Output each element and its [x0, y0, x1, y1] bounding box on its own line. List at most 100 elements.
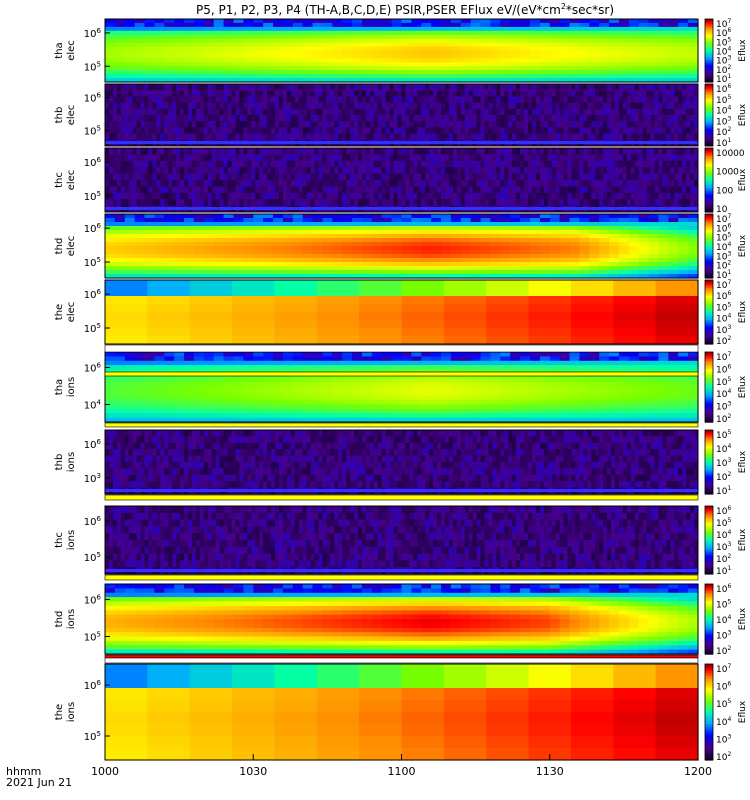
noise-cell: [346, 121, 351, 128]
noise-cell: [247, 133, 252, 141]
heat-cell: [500, 42, 511, 48]
noise-cell: [615, 102, 620, 110]
noise-cell: [168, 199, 173, 206]
noise-cell: [176, 108, 181, 116]
noise-cell: [429, 133, 434, 141]
heat-cell: [579, 246, 590, 251]
noise-cell: [401, 84, 406, 91]
heat-cell: [609, 234, 620, 239]
heat-cell: [490, 218, 501, 223]
heat-cell: [510, 218, 521, 223]
heat-cell: [332, 246, 343, 251]
heat-cell: [569, 46, 580, 52]
noise-cell: [334, 127, 339, 134]
heat-cell: [273, 274, 284, 279]
noise-cell: [555, 102, 561, 110]
noise-cell: [563, 167, 568, 174]
heat-cell: [114, 58, 126, 63]
noise-cell: [164, 133, 169, 141]
noise-cell: [646, 199, 651, 206]
noise-cell: [476, 121, 481, 128]
noise-cell: [595, 90, 600, 97]
noise-cell: [148, 115, 153, 122]
noise-cell: [642, 121, 648, 128]
noise-cell: [251, 127, 256, 134]
noise-cell: [342, 115, 347, 122]
noise-cell: [184, 102, 189, 110]
noise-cell: [112, 148, 118, 155]
noise-cell: [362, 133, 367, 141]
noise-cell: [591, 167, 596, 174]
heat-cell: [450, 46, 462, 52]
noise-cell: [603, 154, 608, 162]
heat-cell: [114, 270, 126, 275]
noise-cell: [528, 121, 533, 128]
noise-cell: [326, 90, 331, 97]
noise-cell: [417, 121, 422, 128]
noise-cell: [136, 108, 141, 116]
heat-cell: [342, 46, 353, 52]
heat-cell: [302, 222, 314, 227]
noise-cell: [263, 186, 268, 194]
noise-cell: [441, 127, 446, 134]
heat-cell: [569, 22, 580, 28]
heat-cell: [470, 242, 482, 247]
noise-cell: [595, 148, 600, 155]
noise-cell: [302, 96, 308, 103]
noise-cell: [508, 186, 513, 194]
heat-cell: [174, 222, 185, 227]
noise-cell: [528, 192, 533, 200]
heat-cell: [480, 26, 492, 32]
heat-cell: [233, 230, 244, 235]
noise-cell: [520, 192, 525, 200]
heat-cell: [530, 34, 541, 40]
noise-cell: [152, 160, 157, 168]
heat-cell: [213, 226, 225, 231]
noise-cell: [484, 167, 489, 174]
heat-cell: [263, 230, 274, 235]
heat-cell: [530, 38, 541, 44]
heat-cell: [450, 30, 462, 36]
noise-cell: [227, 102, 232, 110]
noise-cell: [421, 84, 426, 91]
noise-cell: [417, 180, 422, 187]
noise-cell: [437, 121, 442, 128]
heat-cell: [589, 58, 600, 63]
noise-cell: [255, 199, 260, 206]
heat-cell: [203, 250, 215, 255]
noise-cell: [314, 102, 319, 110]
heat-cell: [569, 26, 580, 32]
colorbar-segment: [705, 23, 713, 26]
heat-cell: [154, 50, 165, 55]
noise-cell: [152, 96, 157, 103]
noise-cell: [646, 173, 651, 181]
heat-cell: [342, 19, 353, 24]
heat-cell: [223, 214, 235, 219]
heat-cell: [134, 250, 146, 255]
noise-cell: [176, 199, 181, 206]
heat-cell: [352, 214, 363, 219]
noise-cell: [148, 160, 153, 168]
noise-cell: [342, 84, 347, 91]
panel-label-species: elec: [66, 105, 77, 126]
noise-cell: [318, 115, 323, 122]
heat-cell: [184, 246, 195, 251]
heat-cell: [431, 226, 442, 231]
heat-cell: [609, 78, 620, 83]
noise-cell: [350, 90, 355, 97]
heat-cell: [678, 50, 689, 55]
noise-cell: [290, 108, 296, 116]
noise-cell: [591, 199, 596, 206]
heat-cell: [589, 30, 600, 36]
noise-cell: [275, 96, 280, 103]
heat-cell: [470, 58, 482, 63]
noise-cell: [235, 154, 240, 162]
heat-cell: [174, 242, 185, 247]
heat-cell: [530, 266, 541, 271]
heat-cell: [253, 26, 264, 32]
noise-cell: [417, 108, 422, 116]
heat-cell: [421, 262, 432, 267]
heat-cell: [184, 58, 195, 63]
heat-cell: [164, 226, 175, 231]
heat-cell: [628, 58, 640, 63]
